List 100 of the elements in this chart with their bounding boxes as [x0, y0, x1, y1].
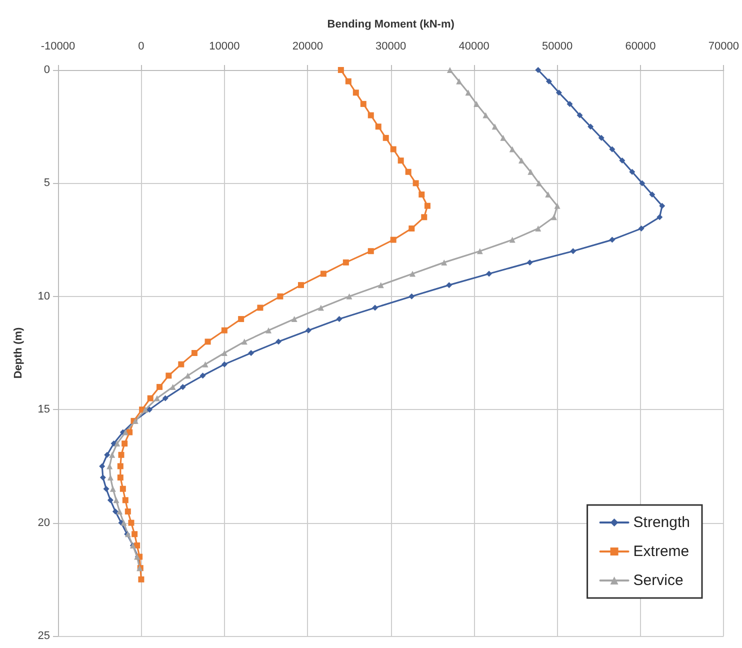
point: [509, 236, 516, 243]
point: [352, 90, 359, 96]
point: [112, 508, 118, 514]
point: [117, 474, 124, 481]
point: [257, 304, 264, 311]
point: [659, 202, 666, 209]
point: [465, 90, 472, 96]
point: [536, 180, 542, 186]
point: [117, 463, 124, 470]
point: [221, 350, 228, 356]
point: [528, 168, 534, 175]
point: [409, 270, 416, 277]
point: [546, 78, 552, 84]
point: [118, 452, 124, 458]
x-tick-label: 20000: [292, 40, 323, 52]
point: [390, 146, 396, 152]
point: [99, 463, 106, 470]
point: [156, 384, 163, 390]
point: [248, 350, 254, 356]
point: [162, 395, 168, 402]
point: [110, 486, 116, 492]
point: [318, 304, 324, 311]
point: [298, 282, 304, 288]
point: [113, 497, 120, 504]
y-tick-label: 0: [44, 64, 50, 76]
point: [535, 225, 542, 232]
point: [342, 259, 349, 266]
point: [492, 124, 498, 130]
point: [120, 486, 126, 492]
point: [360, 100, 366, 107]
point: [221, 327, 228, 334]
point: [166, 372, 172, 379]
legend-label: Extreme: [633, 543, 690, 560]
point: [456, 78, 462, 84]
point: [114, 440, 120, 447]
point: [178, 361, 184, 368]
x-axis-title: Bending Moment (kN-m): [327, 18, 455, 30]
point: [390, 236, 396, 243]
point: [368, 248, 374, 254]
point: [122, 497, 128, 504]
point: [398, 158, 404, 164]
point: [107, 497, 114, 504]
point: [412, 180, 419, 186]
point: [424, 202, 430, 209]
point: [191, 350, 198, 356]
point: [276, 338, 282, 345]
point: [526, 259, 533, 266]
point: [241, 338, 248, 345]
point: [418, 192, 425, 198]
x-tick-label: 70000: [708, 40, 740, 52]
point: [138, 576, 144, 582]
x-tick-label: 50000: [542, 40, 573, 52]
x-tick-label: 0: [138, 40, 144, 52]
point: [204, 338, 211, 345]
y-axis-title: Depth (m): [12, 327, 24, 379]
point: [446, 67, 453, 73]
point: [638, 225, 644, 232]
point: [122, 440, 128, 447]
point: [476, 248, 483, 254]
point: [474, 100, 480, 107]
point: [103, 486, 110, 492]
point: [170, 384, 176, 390]
point: [147, 395, 154, 402]
point: [128, 520, 134, 526]
point: [202, 361, 208, 368]
point: [375, 124, 382, 130]
x-tick-label: 30000: [376, 40, 406, 52]
point: [180, 384, 186, 390]
point: [408, 225, 415, 232]
point: [441, 259, 448, 266]
y-tick-label: 25: [38, 630, 50, 642]
point: [132, 531, 138, 538]
point: [609, 146, 616, 152]
point: [305, 327, 312, 334]
point: [221, 361, 228, 368]
x-tick-label: 60000: [625, 40, 656, 52]
point: [378, 282, 384, 288]
point: [382, 134, 389, 141]
point: [619, 158, 626, 164]
point: [238, 316, 244, 322]
point: [656, 214, 663, 220]
y-tick-label: 10: [38, 290, 50, 302]
point: [609, 236, 616, 243]
point: [146, 406, 153, 413]
point: [142, 406, 148, 413]
legend-label: Service: [633, 572, 684, 589]
point: [576, 112, 583, 118]
point: [338, 67, 344, 73]
x-tick-label: -10000: [40, 40, 76, 52]
point: [122, 429, 128, 436]
point: [184, 372, 191, 379]
point: [104, 452, 110, 458]
point: [598, 134, 604, 141]
point: [100, 474, 106, 481]
y-tick-label: 5: [44, 177, 50, 190]
point: [535, 67, 542, 73]
point: [266, 327, 272, 334]
point: [566, 100, 573, 107]
point: [509, 146, 516, 152]
point: [486, 270, 492, 277]
